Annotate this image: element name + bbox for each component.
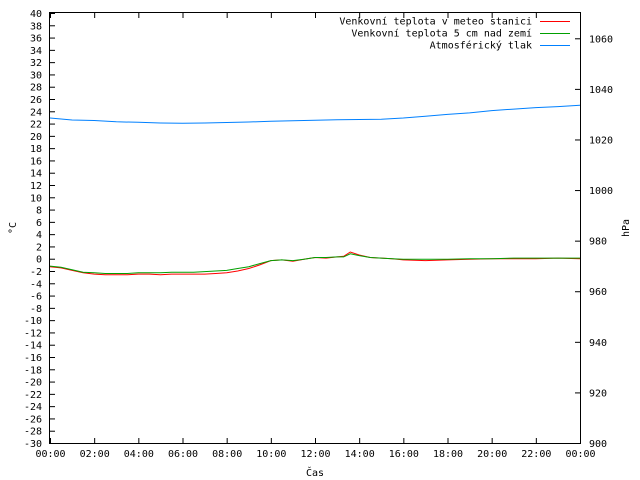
y-tick-label: 0 — [36, 255, 42, 266]
y2-tick-label: 1020 — [589, 135, 613, 146]
x-tick-label: 22:00 — [521, 449, 551, 460]
y-tick-label: 26 — [30, 95, 42, 106]
x-tick-label: 14:00 — [345, 449, 375, 460]
y-tick-label: -2 — [30, 267, 42, 278]
y-tick-label: -4 — [30, 279, 42, 290]
x-tick-label: 00:00 — [565, 449, 595, 460]
y2-tick-label: 940 — [589, 338, 607, 349]
y-tick-label: 2 — [36, 242, 42, 253]
x-tick-label: 10:00 — [256, 449, 286, 460]
series-line-1 — [49, 251, 581, 276]
y-tick-label: 16 — [30, 156, 42, 167]
y-tick-label: -18 — [24, 365, 42, 376]
y-tick-label: -8 — [30, 304, 42, 315]
x-tick-label: 08:00 — [212, 449, 242, 460]
x-tick-label: 20:00 — [477, 449, 507, 460]
y-tick-label: 22 — [30, 120, 42, 131]
y-tick-label: -26 — [24, 414, 42, 425]
y-tick-label: 36 — [30, 34, 42, 45]
series-line-3 — [49, 104, 581, 124]
y2-tick-label: 1040 — [589, 85, 613, 96]
y-tick-label: 10 — [30, 193, 42, 204]
y-tick-label: -14 — [24, 341, 42, 352]
y-tick-label: -6 — [30, 292, 42, 303]
y2-tick-label: 900 — [589, 439, 607, 450]
y-tick-label: 18 — [30, 144, 42, 155]
y-tick-label: 28 — [30, 83, 42, 94]
y2-axis-title: hPa — [621, 219, 632, 237]
y-tick-label: -30 — [24, 439, 42, 450]
y2-tick-label: 980 — [589, 237, 607, 248]
plot-frame — [49, 12, 581, 444]
x-axis: 00:00 02:00 04:00 06:00 08:00 10:00 12:00 14:00… — [35, 13, 596, 460]
y-tick-label: 6 — [36, 218, 42, 229]
x-tick-label: 04:00 — [124, 449, 154, 460]
x-axis-title: Čas — [306, 466, 324, 479]
y-axis-title: °C — [8, 222, 19, 234]
right-axis: 900 920 940 960 980 1000 1020 1040 1060 — [575, 34, 613, 450]
y-tick-label: 8 — [36, 206, 42, 217]
legend-label-1: Venkovní teplota v meteo stanici — [339, 16, 532, 28]
y-tick-label: -22 — [24, 390, 42, 401]
x-tick-label: 18:00 — [433, 449, 463, 460]
y-tick-label: 34 — [30, 46, 42, 57]
series-layer — [49, 104, 581, 276]
y-tick-label: -16 — [24, 353, 42, 364]
left-axis: -30-28-26-24-22-20-18-16-14-12-10-8-6-4-… — [24, 9, 55, 450]
y2-tick-label: 1000 — [589, 186, 613, 197]
y-tick-label: 30 — [30, 70, 42, 81]
x-tick-label: 02:00 — [80, 449, 110, 460]
y-tick-label: -24 — [24, 402, 42, 413]
y-tick-label: 4 — [36, 230, 42, 241]
x-tick-label: 12:00 — [300, 449, 330, 460]
y-tick-label: 40 — [30, 9, 42, 20]
y2-tick-label: 960 — [589, 287, 607, 298]
x-tick-label: 06:00 — [168, 449, 198, 460]
y-tick-label: 38 — [30, 21, 42, 32]
y-tick-label: 20 — [30, 132, 42, 143]
y-tick-label: -28 — [24, 427, 42, 438]
y-tick-label: -12 — [24, 328, 42, 339]
y-tick-label: -10 — [24, 316, 42, 327]
y2-tick-label: 1060 — [589, 34, 613, 45]
legend: Venkovní teplota v meteo staniciVenkovní… — [339, 16, 570, 52]
y-tick-label: -20 — [24, 378, 42, 389]
series-line-2 — [49, 253, 580, 274]
y-tick-label: 24 — [30, 107, 42, 118]
x-tick-label: 16:00 — [389, 449, 419, 460]
y-tick-label: 12 — [30, 181, 42, 192]
x-tick-label: 00:00 — [35, 449, 65, 460]
legend-label-2: Venkovní teplota 5 cm nad zemí — [351, 28, 532, 40]
y-tick-label: 32 — [30, 58, 42, 69]
y2-tick-label: 920 — [589, 388, 607, 399]
legend-label-3: Atmosférický tlak — [430, 40, 532, 52]
y-tick-label: 14 — [30, 169, 42, 180]
